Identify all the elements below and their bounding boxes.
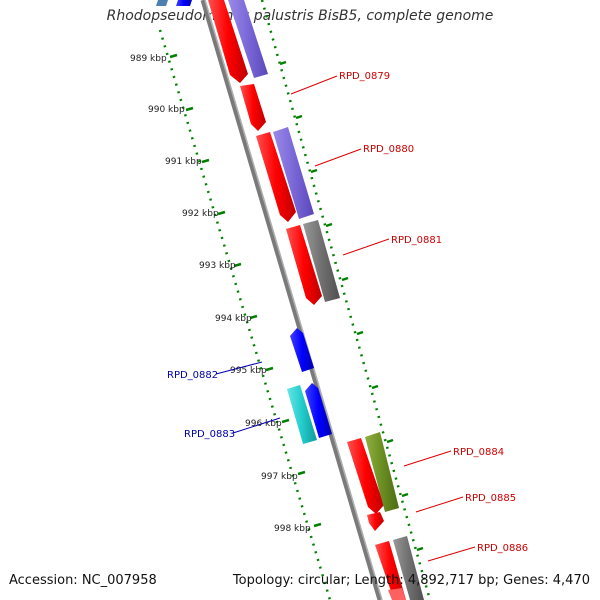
label-rpd-0882[interactable]: RPD_0882 [167, 370, 218, 381]
cds-reverse-top-1[interactable] [156, 0, 168, 6]
accession-text: Accession: NC_007958 [9, 573, 157, 588]
label-rpd-0886[interactable]: RPD_0886 [477, 543, 528, 554]
leader-rpd-0883 [232, 417, 281, 434]
cds-rpd-0885[interactable] [367, 512, 384, 531]
topology-text: Topology: circular; Length: 4,892,717 bp… [232, 573, 590, 588]
cog-rpd-0880[interactable] [273, 127, 314, 219]
leader-rpd-0881 [342, 238, 390, 256]
cog-rpd-0879[interactable] [228, 0, 268, 78]
label-rpd-0885[interactable]: RPD_0885 [465, 493, 516, 504]
leader-rpd-0884 [403, 450, 452, 467]
cds-rpd-0882[interactable] [290, 328, 314, 372]
cds-reverse-top-2[interactable] [176, 0, 192, 6]
cds-rpd-0880-b[interactable] [256, 132, 296, 222]
cog-rpd-0881[interactable] [303, 220, 340, 302]
ruler-label-990: 990 kbp [148, 105, 185, 115]
ruler-line [158, 29, 332, 600]
leader-rpd-0886 [427, 546, 476, 562]
ruler-label-993: 993 kbp [199, 261, 236, 271]
label-rpd-0883[interactable]: RPD_0883 [184, 429, 235, 440]
cds-rpd-0886[interactable] [375, 541, 406, 600]
backbone [200, 0, 383, 600]
cds-rpd-0880-a[interactable] [240, 84, 266, 131]
ruler-label-994: 994 kbp [215, 314, 252, 324]
cds-rpd-0884[interactable] [347, 438, 384, 514]
backbone-highlight [204, 0, 383, 600]
label-rpd-0880[interactable]: RPD_0880 [363, 144, 414, 155]
cds-rpd-0879[interactable] [208, 0, 248, 83]
cds-rpd-0886-tail[interactable] [388, 588, 406, 600]
ruler-label-998: 998 kbp [274, 524, 311, 534]
leader-rpd-0885 [415, 496, 464, 513]
cog-rpd-0884[interactable] [365, 432, 399, 512]
ruler-label-992: 992 kbp [182, 209, 219, 219]
label-rpd-0884[interactable]: RPD_0884 [453, 447, 504, 458]
leader-rpd-0879 [290, 75, 338, 95]
label-rpd-0881[interactable]: RPD_0881 [391, 235, 442, 246]
label-rpd-0879[interactable]: RPD_0879 [339, 71, 390, 82]
ruler-label-996: 996 kbp [245, 419, 282, 429]
cog-rpd-0883[interactable] [287, 385, 317, 444]
ruler-ticks [169, 53, 322, 528]
map-title: Rhodopseudomonas palustris BisB5, comple… [106, 8, 494, 24]
outer-dotted-line [260, 0, 432, 600]
outer-ticks [279, 60, 424, 552]
ruler-label-989: 989 kbp [130, 54, 167, 64]
ruler-label-991: 991 kbp [165, 157, 202, 167]
cog-rpd-0886[interactable] [393, 536, 424, 600]
cds-rpd-0881[interactable] [286, 225, 322, 305]
cds-rpd-0883[interactable] [305, 383, 332, 438]
leader-rpd-0882 [215, 361, 263, 375]
ruler-label-995: 995 kbp [230, 366, 267, 376]
leader-rpd-0880 [314, 148, 362, 167]
ruler-label-997: 997 kbp [261, 472, 298, 482]
